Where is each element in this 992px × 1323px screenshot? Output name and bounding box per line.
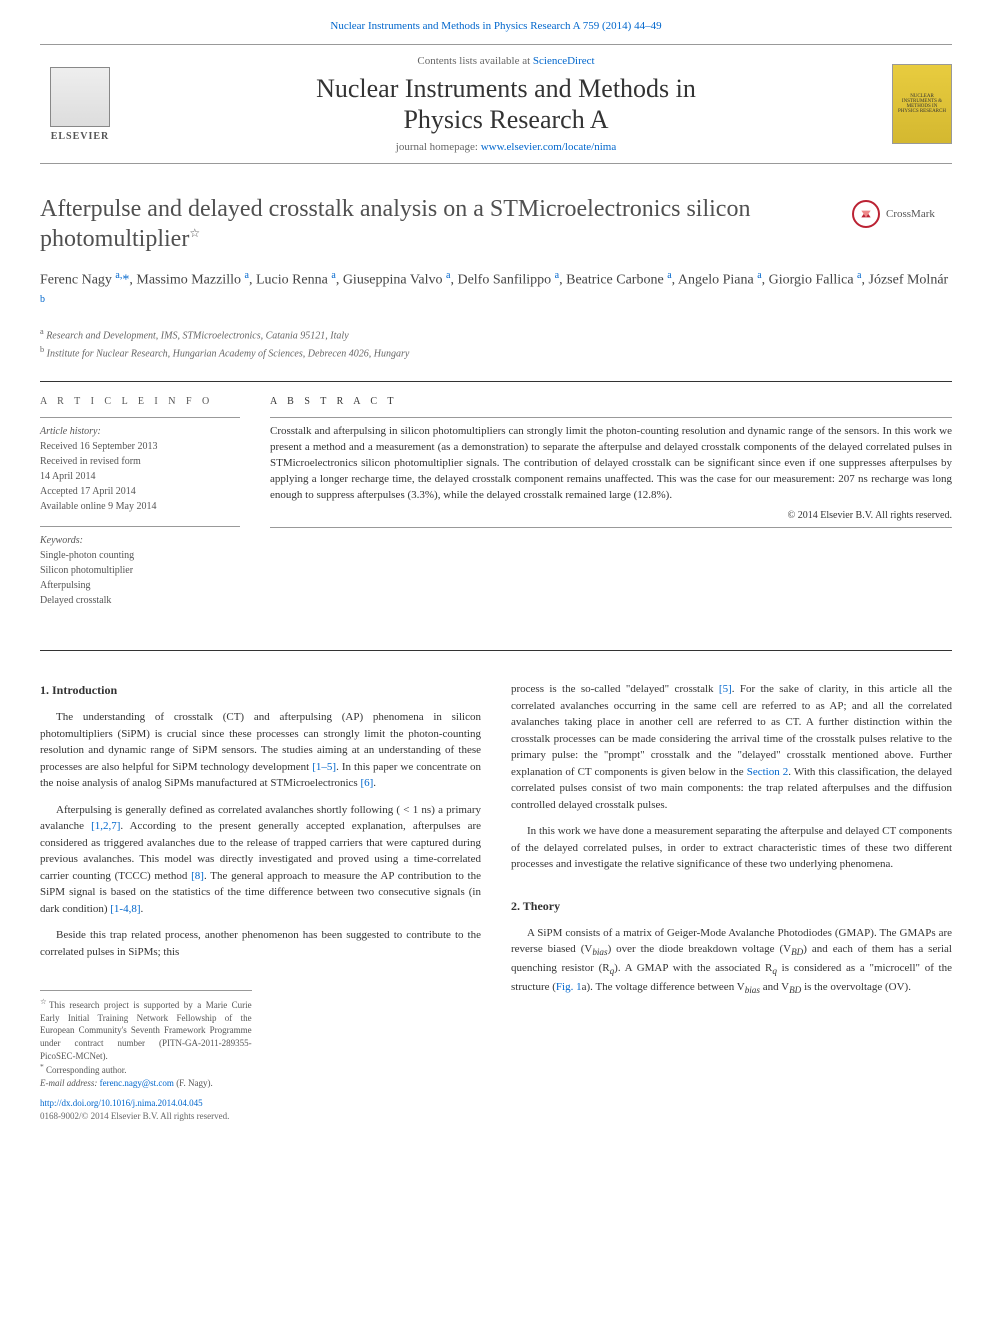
- journal-name: Nuclear Instruments and Methods in Physi…: [120, 73, 892, 135]
- column-right: process is the so-called "delayed" cross…: [511, 681, 952, 1122]
- ref-1-5[interactable]: [1–5]: [312, 761, 336, 773]
- journal-line2: Physics Research A: [403, 105, 608, 134]
- abstract-copyright: © 2014 Elsevier B.V. All rights reserved…: [270, 510, 952, 521]
- journal-line1: Nuclear Instruments and Methods in: [316, 74, 696, 103]
- section-1-heading: 1. Introduction: [40, 681, 481, 699]
- title-footnote-marker: ☆: [189, 226, 200, 240]
- p2d: .: [141, 903, 144, 915]
- citation-link[interactable]: Nuclear Instruments and Methods in Physi…: [330, 20, 661, 32]
- divider-bottom: [40, 650, 952, 651]
- email-link[interactable]: ferenc.nagy@st.com: [100, 1078, 174, 1088]
- corresponding-footnote: * Corresponding author.: [40, 1062, 252, 1077]
- s2d: ). A GMAP with the associated R: [614, 962, 772, 974]
- c2p1b: . For the sake of clarity, in this artic…: [511, 683, 952, 778]
- title-text: Afterpulse and delayed crosstalk analysi…: [40, 196, 750, 252]
- s2g: and V: [760, 981, 789, 993]
- sub-bd2: BD: [789, 985, 801, 995]
- journal-header: ELSEVIER Contents lists available at Sci…: [40, 44, 952, 164]
- sd-prefix: Contents lists available at: [417, 55, 532, 67]
- ref-5[interactable]: [5]: [719, 683, 732, 695]
- crossmark-icon: [852, 200, 880, 228]
- ref-section2[interactable]: Section 2: [747, 766, 789, 778]
- article-title: Afterpulse and delayed crosstalk analysi…: [40, 194, 832, 254]
- ref-127[interactable]: [1,2,7]: [91, 820, 120, 832]
- history-label: Article history:: [40, 424, 240, 439]
- header-center: Contents lists available at ScienceDirec…: [120, 55, 892, 153]
- authors: Ferenc Nagy a,*, Massimo Mazzillo a, Luc…: [40, 268, 952, 316]
- col2-para-1: process is the so-called "delayed" cross…: [511, 681, 952, 813]
- article-info-sidebar: A R T I C L E I N F O Article history: R…: [40, 396, 240, 620]
- sciencedirect-line: Contents lists available at ScienceDirec…: [120, 55, 892, 67]
- crossmark-badge[interactable]: CrossMark: [852, 200, 952, 228]
- keyword-lines: Single-photon countingSilicon photomulti…: [40, 548, 240, 608]
- sub-bd1: BD: [791, 947, 803, 957]
- intro-para-3: Beside this trap related process, anothe…: [40, 927, 481, 960]
- doi-line: http://dx.doi.org/10.1016/j.nima.2014.04…: [40, 1097, 252, 1110]
- intro-para-1: The understanding of crosstalk (CT) and …: [40, 709, 481, 792]
- sub-bias2: bias: [745, 985, 760, 995]
- corr-text: Corresponding author.: [46, 1065, 127, 1075]
- journal-cover-thumb: NUCLEAR INSTRUMENTS & METHODS IN PHYSICS…: [892, 64, 952, 144]
- sub-bias1: bias: [592, 947, 607, 957]
- ref-148[interactable]: [1-4,8]: [110, 903, 140, 915]
- email-label: E-mail address:: [40, 1078, 100, 1088]
- funding-text: This research project is supported by a …: [40, 1000, 252, 1060]
- ref-8[interactable]: [8]: [191, 870, 204, 882]
- abstract-heading: A B S T R A C T: [270, 396, 952, 407]
- top-citation: Nuclear Instruments and Methods in Physi…: [40, 20, 952, 32]
- intro-para-2: Afterpulsing is generally defined as cor…: [40, 802, 481, 918]
- doi-link[interactable]: http://dx.doi.org/10.1016/j.nima.2014.04…: [40, 1098, 203, 1108]
- funding-marker: ☆: [40, 997, 49, 1006]
- theory-para-1: A SiPM consists of a matrix of Geiger-Mo…: [511, 925, 952, 998]
- abstract-block: A B S T R A C T Crosstalk and afterpulsi…: [270, 396, 952, 620]
- corr-marker: *: [40, 1062, 44, 1071]
- history-lines: Received 16 September 2013Received in re…: [40, 439, 240, 514]
- footnotes: ☆This research project is supported by a…: [40, 990, 252, 1122]
- email-suffix: (F. Nagy).: [174, 1078, 213, 1088]
- elsevier-tree-icon: [50, 67, 110, 127]
- affiliations: a Research and Development, IMS, STMicro…: [40, 326, 952, 361]
- p1c: .: [373, 777, 376, 789]
- column-left: 1. Introduction The understanding of cro…: [40, 681, 481, 1122]
- s2h: is the overvoltage (OV).: [801, 981, 911, 993]
- c2p1a: process is the so-called "delayed" cross…: [511, 683, 719, 695]
- body-columns: 1. Introduction The understanding of cro…: [40, 681, 952, 1122]
- section-2-heading: 2. Theory: [511, 897, 952, 915]
- homepage-line: journal homepage: www.elsevier.com/locat…: [120, 141, 892, 153]
- elsevier-logo: ELSEVIER: [40, 59, 120, 149]
- ref-6[interactable]: [6]: [360, 777, 373, 789]
- divider-top: [40, 381, 952, 382]
- s2b: ) over the diode breakdown voltage (V: [608, 943, 792, 955]
- funding-footnote: ☆This research project is supported by a…: [40, 997, 252, 1062]
- crossmark-label: CrossMark: [886, 208, 935, 220]
- sciencedirect-link[interactable]: ScienceDirect: [533, 55, 595, 67]
- homepage-link[interactable]: www.elsevier.com/locate/nima: [481, 141, 617, 153]
- homepage-prefix: journal homepage:: [396, 141, 481, 153]
- elsevier-label: ELSEVIER: [51, 131, 110, 142]
- abstract-text: Crosstalk and afterpulsing in silicon ph…: [270, 424, 952, 504]
- s2f: a). The voltage difference between V: [582, 981, 745, 993]
- keywords-label: Keywords:: [40, 533, 240, 548]
- email-footnote: E-mail address: ferenc.nagy@st.com (F. N…: [40, 1077, 252, 1090]
- article-info-heading: A R T I C L E I N F O: [40, 396, 240, 407]
- issn-line: 0168-9002/© 2014 Elsevier B.V. All right…: [40, 1110, 252, 1123]
- ref-fig1[interactable]: Fig. 1: [556, 981, 582, 993]
- col2-para-2: In this work we have done a measurement …: [511, 823, 952, 873]
